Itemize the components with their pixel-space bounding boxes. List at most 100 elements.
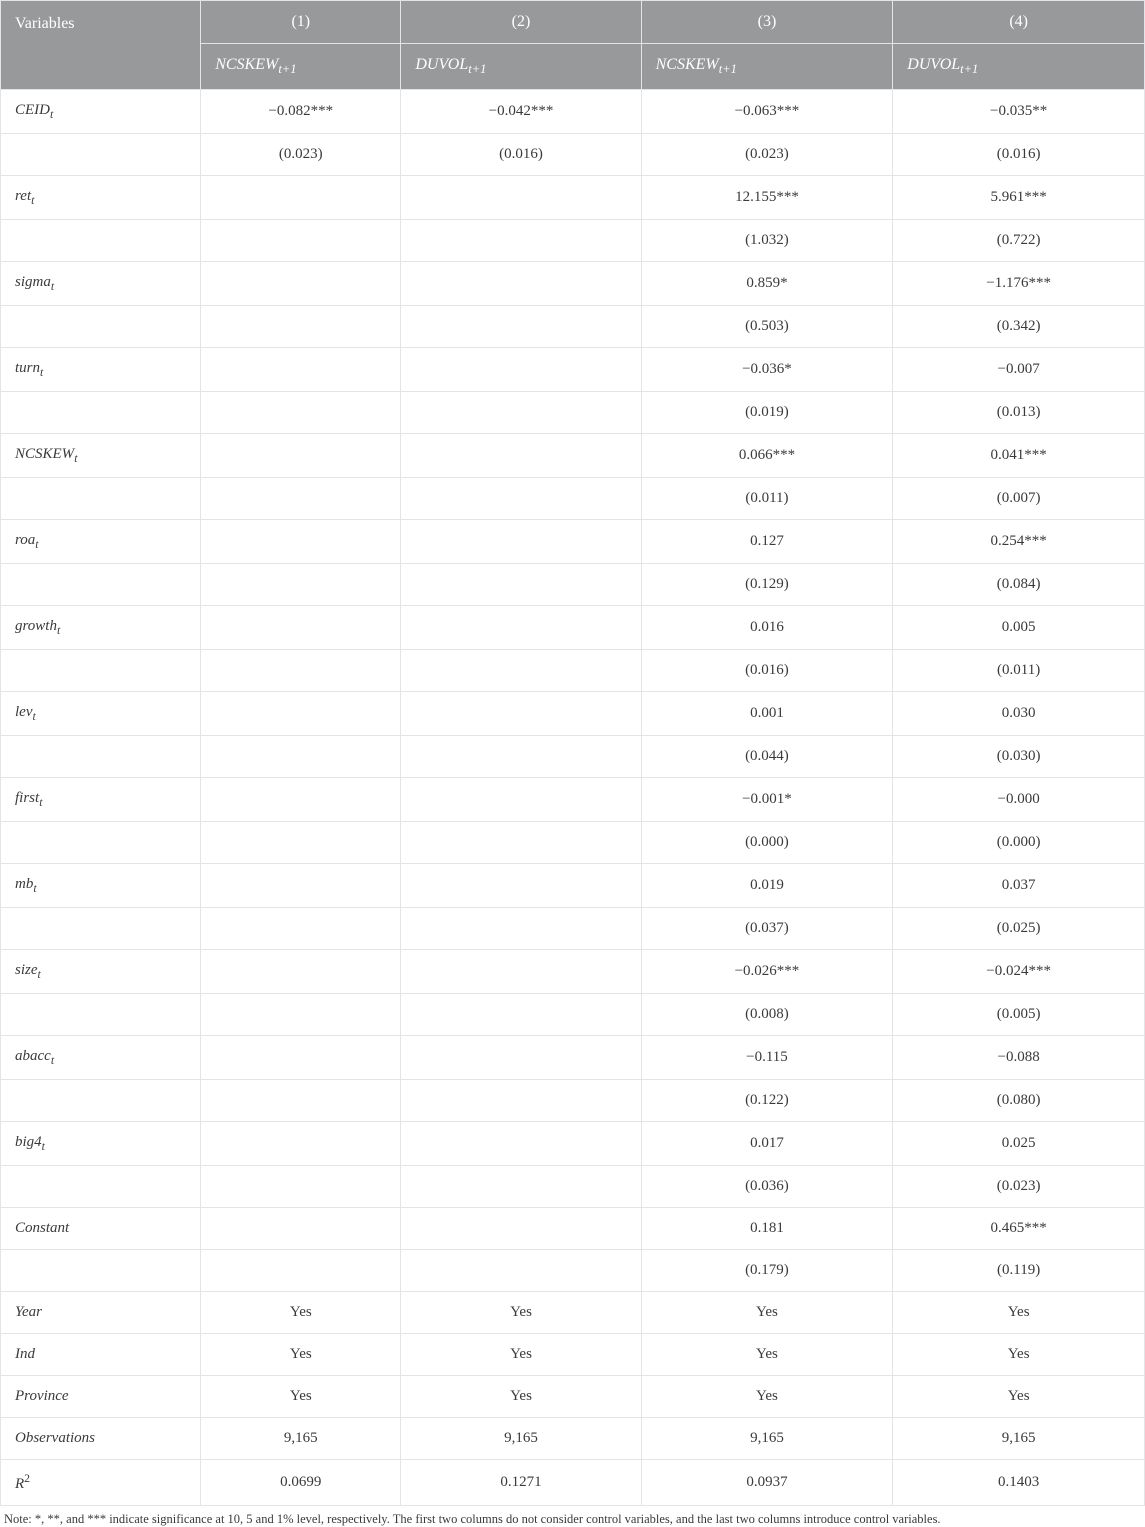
variable-name: growtht xyxy=(1,606,201,650)
table-body: CEIDt−0.082***−0.042***−0.063***−0.035**… xyxy=(1,90,1145,1506)
value-cell xyxy=(401,520,641,564)
value-cell xyxy=(401,392,641,434)
value-cell: (0.023) xyxy=(201,134,401,176)
header-depvar-3: NCSKEWt+1 xyxy=(641,44,893,90)
variable-name xyxy=(1,220,201,262)
value-cell xyxy=(201,392,401,434)
value-cell: (0.037) xyxy=(641,908,893,950)
value-cell: −0.082*** xyxy=(201,90,401,134)
value-cell: (0.000) xyxy=(893,822,1145,864)
value-cell xyxy=(401,1036,641,1080)
value-cell: (0.503) xyxy=(641,306,893,348)
value-cell: −1.176*** xyxy=(893,262,1145,306)
value-cell xyxy=(201,908,401,950)
value-cell xyxy=(401,306,641,348)
value-cell: 0.0699 xyxy=(201,1460,401,1506)
variable-name: Constant xyxy=(1,1208,201,1250)
table-row: turnt−0.036*−0.007 xyxy=(1,348,1145,392)
value-cell: Yes xyxy=(401,1334,641,1376)
table-row: (0.000)(0.000) xyxy=(1,822,1145,864)
value-cell: (0.119) xyxy=(893,1250,1145,1292)
value-cell: (0.005) xyxy=(893,994,1145,1036)
variable-name xyxy=(1,306,201,348)
variable-base: mb xyxy=(15,876,33,892)
value-cell: 9,165 xyxy=(893,1418,1145,1460)
value-cell xyxy=(401,262,641,306)
value-cell xyxy=(201,1080,401,1122)
value-cell: (0.016) xyxy=(641,650,893,692)
value-cell: 9,165 xyxy=(641,1418,893,1460)
value-cell xyxy=(201,822,401,864)
value-cell xyxy=(201,1036,401,1080)
value-cell: −0.024*** xyxy=(893,950,1145,994)
value-cell xyxy=(401,220,641,262)
value-cell: 0.037 xyxy=(893,864,1145,908)
value-cell xyxy=(201,348,401,392)
value-cell: −0.088 xyxy=(893,1036,1145,1080)
value-cell: 0.1403 xyxy=(893,1460,1145,1506)
variable-sub: t xyxy=(38,968,41,981)
value-cell: (0.122) xyxy=(641,1080,893,1122)
variable-name xyxy=(1,478,201,520)
value-cell: −0.001* xyxy=(641,778,893,822)
table-row: sizet−0.026***−0.024*** xyxy=(1,950,1145,994)
value-cell: 5.961*** xyxy=(893,176,1145,220)
value-cell xyxy=(201,650,401,692)
variable-sub: t xyxy=(33,882,36,895)
value-cell xyxy=(401,778,641,822)
variable-base: growth xyxy=(15,618,57,634)
value-cell: 12.155*** xyxy=(641,176,893,220)
value-cell: (0.030) xyxy=(893,736,1145,778)
variable-base: turn xyxy=(15,360,40,376)
value-cell: 0.465*** xyxy=(893,1208,1145,1250)
table-row: (0.011)(0.007) xyxy=(1,478,1145,520)
variable-name: roat xyxy=(1,520,201,564)
variable-name: rett xyxy=(1,176,201,220)
table-row: (0.503)(0.342) xyxy=(1,306,1145,348)
variable-name xyxy=(1,650,201,692)
variable-sub: t xyxy=(40,366,43,379)
value-cell xyxy=(401,1080,641,1122)
variable-name: firstt xyxy=(1,778,201,822)
value-cell xyxy=(201,478,401,520)
table-row: (0.044)(0.030) xyxy=(1,736,1145,778)
variable-sub: t xyxy=(51,1054,54,1067)
value-cell: −0.007 xyxy=(893,348,1145,392)
value-cell xyxy=(401,736,641,778)
header-depvar-1: NCSKEWt+1 xyxy=(201,44,401,90)
variable-sub: t xyxy=(74,452,77,465)
table-row: roat0.1270.254*** xyxy=(1,520,1145,564)
table-row: (0.016)(0.011) xyxy=(1,650,1145,692)
value-cell: (0.016) xyxy=(401,134,641,176)
value-cell: 0.066*** xyxy=(641,434,893,478)
value-cell: 0.859* xyxy=(641,262,893,306)
value-cell: (0.080) xyxy=(893,1080,1145,1122)
variable-name: turnt xyxy=(1,348,201,392)
value-cell xyxy=(401,994,641,1036)
table-row: Observations9,1659,1659,1659,165 xyxy=(1,1418,1145,1460)
table-row: IndYesYesYesYes xyxy=(1,1334,1145,1376)
variable-name: abacct xyxy=(1,1036,201,1080)
value-cell: (0.013) xyxy=(893,392,1145,434)
variable-sub: t xyxy=(57,624,60,637)
variable-base: first xyxy=(15,790,39,806)
value-cell: −0.115 xyxy=(641,1036,893,1080)
value-cell: Yes xyxy=(201,1334,401,1376)
variable-base: CEID xyxy=(15,102,50,118)
value-cell xyxy=(201,1250,401,1292)
value-cell xyxy=(401,606,641,650)
value-cell: (0.011) xyxy=(893,650,1145,692)
value-cell: 9,165 xyxy=(401,1418,641,1460)
value-cell xyxy=(401,650,641,692)
header-depvar-4: DUVOLt+1 xyxy=(893,44,1145,90)
value-cell: (0.084) xyxy=(893,564,1145,606)
value-cell xyxy=(201,778,401,822)
table-row: big4t0.0170.025 xyxy=(1,1122,1145,1166)
value-cell: (0.000) xyxy=(641,822,893,864)
value-cell: 0.019 xyxy=(641,864,893,908)
value-cell: (0.129) xyxy=(641,564,893,606)
value-cell xyxy=(401,176,641,220)
value-cell xyxy=(201,1208,401,1250)
value-cell: 0.025 xyxy=(893,1122,1145,1166)
variable-sub: t xyxy=(32,710,35,723)
